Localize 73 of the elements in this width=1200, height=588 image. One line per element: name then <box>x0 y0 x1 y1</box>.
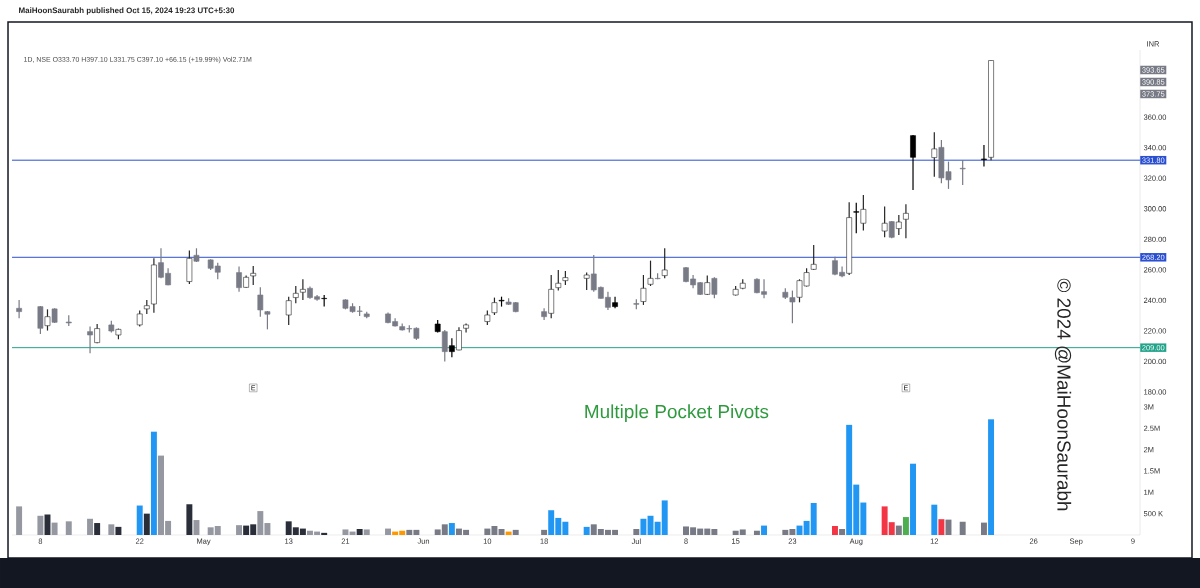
bar <box>108 524 115 535</box>
bar <box>143 513 150 535</box>
candlestick <box>236 266 242 293</box>
candlestick <box>257 286 264 318</box>
candlestick <box>548 274 555 319</box>
bar <box>363 529 370 535</box>
bar <box>505 531 512 535</box>
bar <box>385 528 391 535</box>
candlestick <box>981 144 987 168</box>
bar <box>839 529 846 535</box>
candlestick <box>37 305 44 335</box>
candlestick <box>640 274 647 306</box>
bar <box>321 532 328 535</box>
bar <box>236 525 243 535</box>
candlestick <box>810 244 817 271</box>
candlestick <box>463 322 469 334</box>
candlestick <box>661 247 668 279</box>
candlestick <box>959 159 966 186</box>
bar <box>115 526 122 535</box>
bar <box>910 463 916 535</box>
candlestick <box>300 278 306 301</box>
bar <box>87 518 94 535</box>
candlestick <box>441 329 448 363</box>
bar <box>349 531 356 535</box>
candlestick <box>895 214 902 236</box>
annotation: Multiple Pocket Pivots <box>585 404 769 422</box>
bar <box>583 526 590 535</box>
bar <box>988 419 995 535</box>
bar <box>980 522 987 535</box>
candlestick <box>44 308 51 332</box>
candlestick <box>264 310 271 330</box>
candlestick <box>449 337 455 358</box>
bar <box>356 529 363 535</box>
bar <box>761 525 768 535</box>
candlestick <box>250 265 257 286</box>
bar <box>832 526 838 535</box>
candlestick <box>186 249 193 285</box>
candlestick <box>903 203 909 239</box>
candlestick <box>860 194 867 232</box>
bar <box>16 506 23 535</box>
bar <box>753 530 760 535</box>
bar <box>895 525 902 535</box>
candlestick <box>881 206 888 238</box>
candlestick <box>87 325 93 354</box>
candlestick <box>285 296 292 326</box>
bar <box>51 522 58 535</box>
annotation: © 2024 @MaiHoonSaurabh <box>1054 278 1072 511</box>
candlestick <box>931 131 938 178</box>
candlestick <box>456 326 462 351</box>
candlestick <box>647 260 654 287</box>
bar <box>342 529 349 535</box>
bar <box>541 529 548 535</box>
bar <box>498 529 505 535</box>
bar <box>37 515 44 535</box>
bar <box>640 518 647 535</box>
candlestick <box>16 299 22 319</box>
bar <box>902 517 909 535</box>
bar <box>150 431 157 535</box>
bar <box>193 520 200 535</box>
bar <box>931 504 938 535</box>
bar <box>448 523 455 535</box>
bar <box>186 504 193 535</box>
candlestick <box>555 269 562 292</box>
bar <box>65 521 72 535</box>
bar <box>938 519 945 535</box>
bar <box>512 529 519 535</box>
candlestick <box>711 276 718 299</box>
candlestick <box>910 134 916 191</box>
candlestick <box>853 202 860 234</box>
bar <box>136 505 143 535</box>
bar <box>94 523 101 535</box>
bar <box>959 521 966 535</box>
bar <box>633 529 640 535</box>
